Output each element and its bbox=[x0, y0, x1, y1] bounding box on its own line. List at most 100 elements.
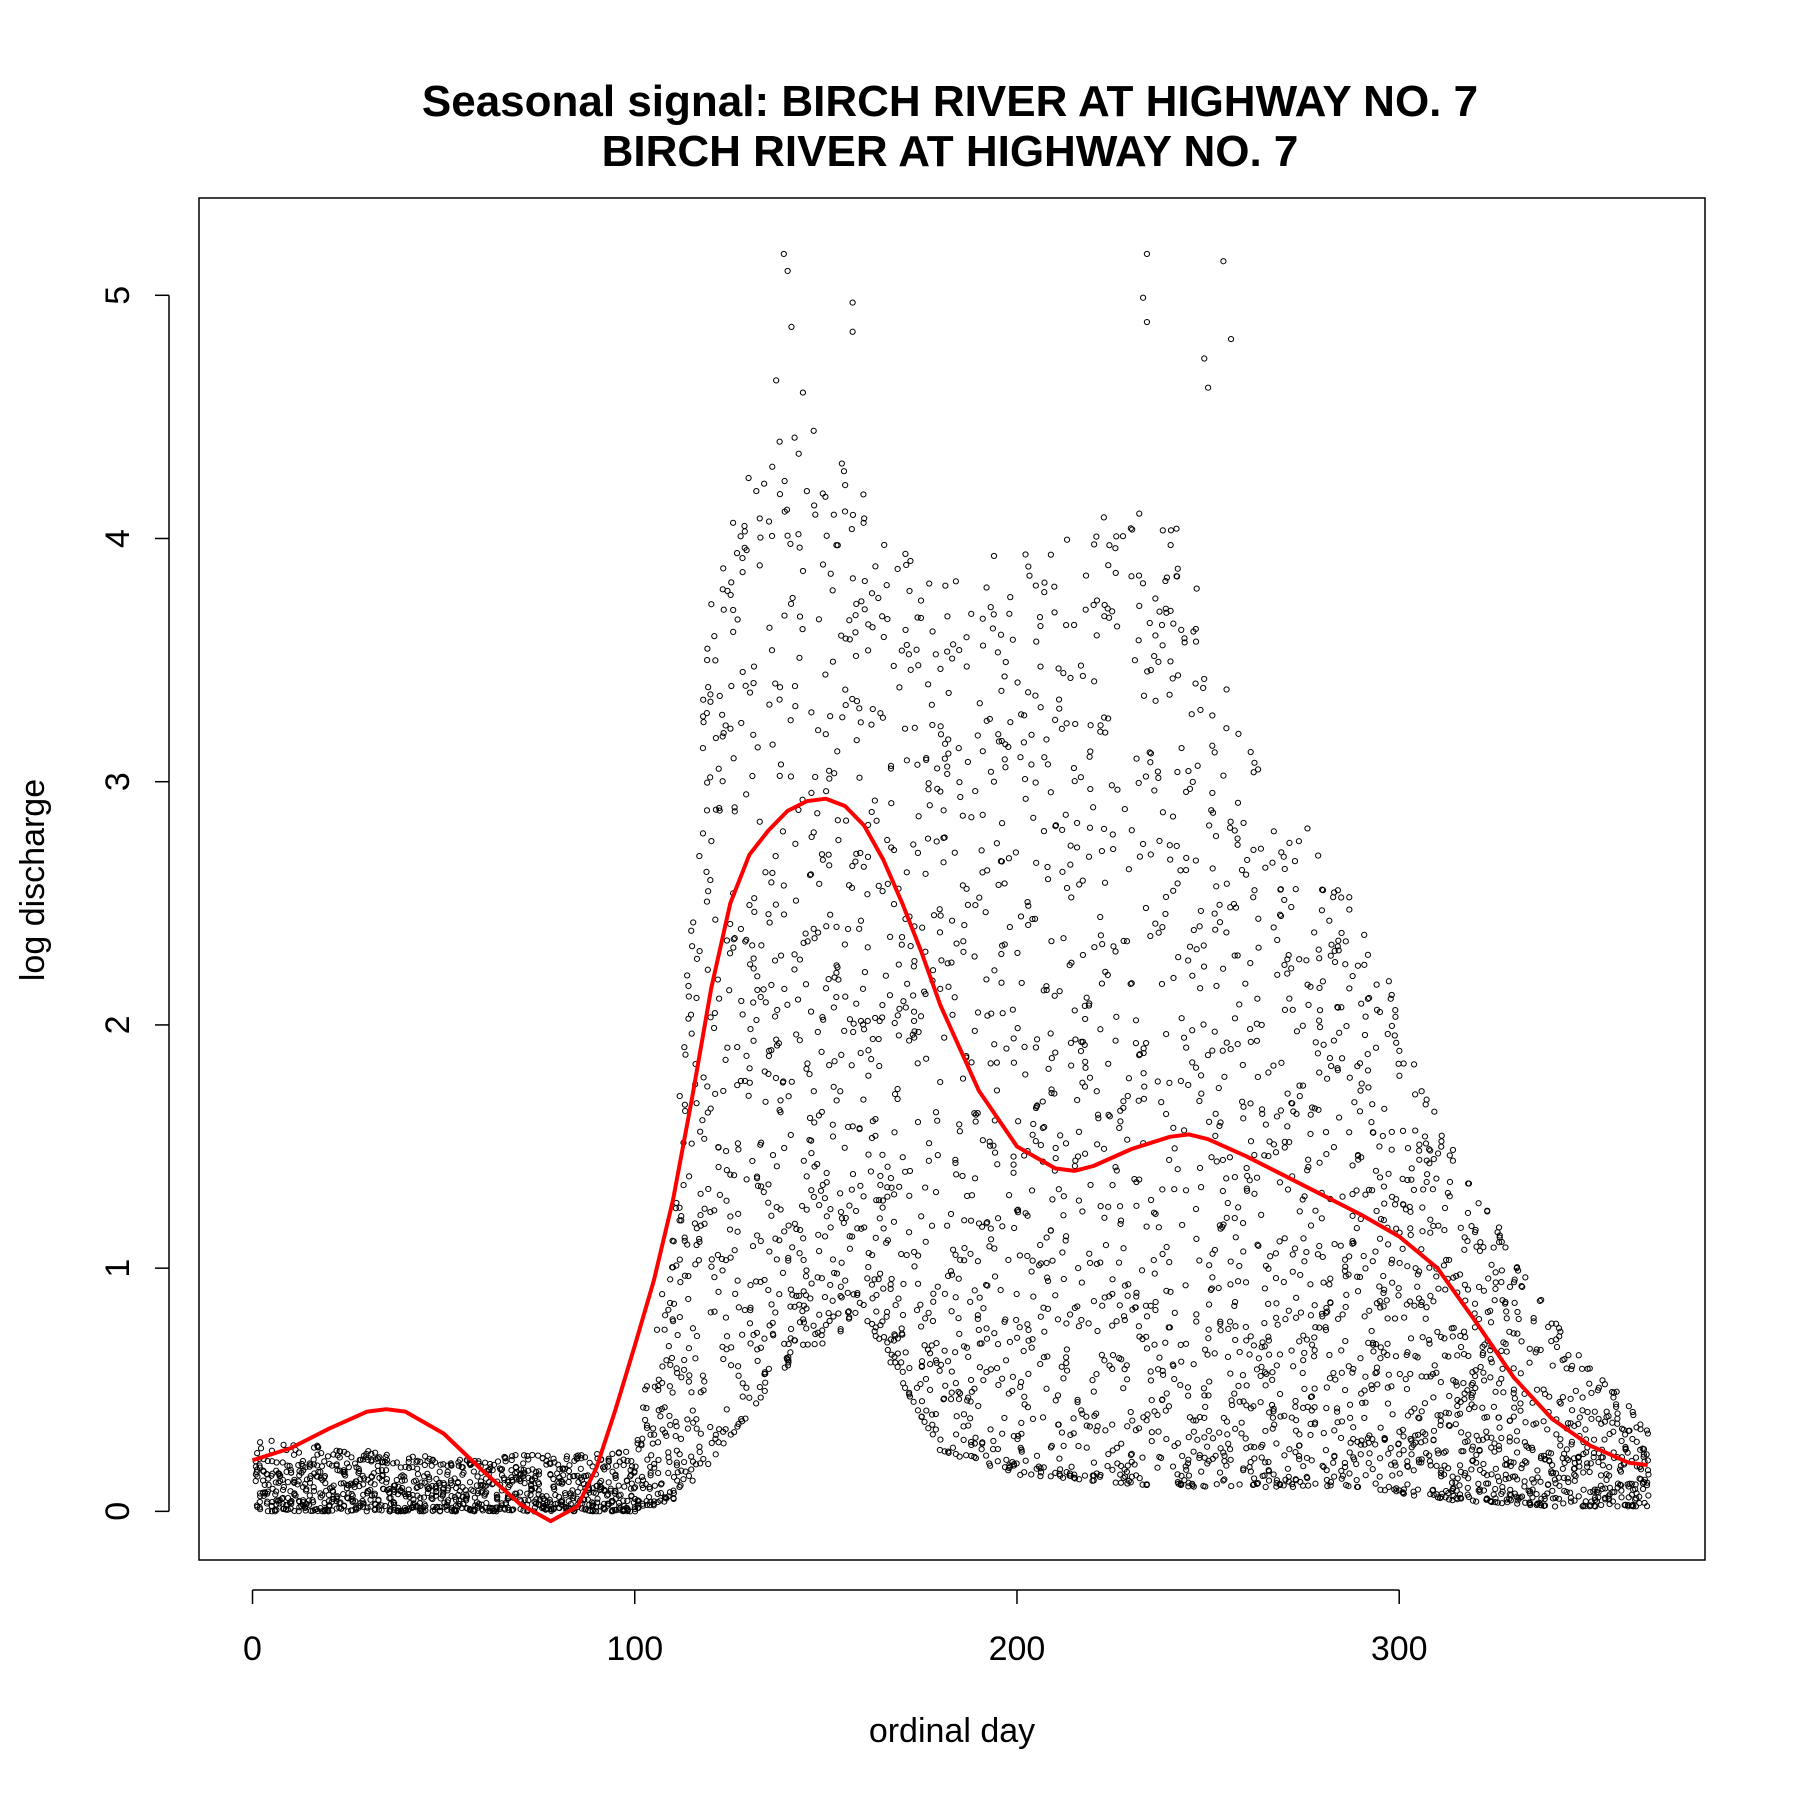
data-point bbox=[1347, 1414, 1354, 1421]
data-point bbox=[1221, 1452, 1228, 1459]
data-point bbox=[1559, 1394, 1567, 1401]
data-point bbox=[1410, 1186, 1418, 1193]
data-point bbox=[1071, 1162, 1079, 1170]
data-point bbox=[1188, 711, 1195, 718]
data-point bbox=[1618, 1494, 1625, 1501]
data-point bbox=[998, 737, 1005, 745]
data-point bbox=[1040, 1354, 1048, 1361]
data-point bbox=[1316, 1069, 1323, 1076]
data-point bbox=[1281, 961, 1288, 968]
data-point bbox=[1612, 1401, 1620, 1408]
data-point bbox=[1253, 1480, 1261, 1488]
data-point bbox=[1100, 1145, 1108, 1152]
data-point bbox=[1316, 1017, 1323, 1024]
data-point bbox=[853, 850, 860, 857]
data-point bbox=[932, 651, 939, 658]
data-point bbox=[1547, 1450, 1555, 1457]
data-point bbox=[1101, 601, 1108, 609]
data-point bbox=[860, 491, 867, 498]
data-point bbox=[849, 1123, 856, 1130]
data-point bbox=[1308, 1341, 1316, 1348]
data-point bbox=[1223, 1214, 1230, 1221]
data-point bbox=[772, 901, 779, 908]
data-point bbox=[1384, 1030, 1391, 1038]
data-point bbox=[891, 1331, 898, 1338]
data-point bbox=[914, 1252, 922, 1259]
data-point bbox=[833, 969, 840, 976]
data-point bbox=[852, 1309, 859, 1317]
data-point bbox=[1625, 1427, 1632, 1434]
data-point bbox=[1185, 957, 1192, 964]
data-point bbox=[791, 1337, 798, 1344]
data-point bbox=[1197, 1184, 1205, 1191]
data-point bbox=[1174, 880, 1181, 887]
data-point bbox=[340, 1480, 347, 1487]
data-point bbox=[925, 1425, 932, 1432]
data-point bbox=[1437, 1469, 1444, 1477]
data-point bbox=[1201, 1392, 1208, 1399]
data-point bbox=[1215, 1084, 1222, 1092]
data-point bbox=[319, 1492, 326, 1499]
data-point bbox=[1208, 1285, 1215, 1292]
data-point bbox=[715, 1163, 722, 1171]
data-point bbox=[1090, 1459, 1098, 1466]
data-point bbox=[838, 1294, 845, 1301]
data-point bbox=[310, 1487, 318, 1495]
data-point bbox=[1136, 1176, 1143, 1183]
data-point bbox=[1162, 1339, 1169, 1346]
data-point bbox=[1240, 1465, 1247, 1472]
data-point bbox=[447, 1477, 455, 1484]
data-point bbox=[1213, 1481, 1220, 1488]
data-point bbox=[1312, 1207, 1319, 1214]
data-point bbox=[1227, 1258, 1234, 1265]
data-point bbox=[1326, 1351, 1333, 1359]
data-point bbox=[1567, 1395, 1574, 1402]
data-point bbox=[1017, 754, 1024, 761]
data-point bbox=[848, 525, 855, 533]
data-point bbox=[1217, 1320, 1224, 1328]
data-point bbox=[1416, 1268, 1423, 1275]
data-point bbox=[1465, 1475, 1472, 1482]
data-point bbox=[849, 299, 856, 306]
data-point bbox=[968, 1192, 976, 1199]
data-point bbox=[1097, 722, 1104, 729]
data-point bbox=[765, 1070, 772, 1078]
data-point bbox=[956, 1453, 963, 1460]
data-point bbox=[647, 1469, 654, 1477]
data-point bbox=[1365, 1439, 1372, 1446]
data-point bbox=[803, 1065, 810, 1072]
data-point bbox=[558, 1497, 566, 1504]
data-point bbox=[761, 1369, 768, 1376]
data-point bbox=[1113, 533, 1120, 540]
data-point bbox=[804, 938, 811, 945]
data-point bbox=[1293, 1417, 1300, 1424]
data-point bbox=[739, 1393, 746, 1400]
data-point bbox=[712, 657, 719, 664]
data-point bbox=[1384, 1400, 1392, 1407]
data-point bbox=[1391, 1315, 1399, 1322]
data-point bbox=[1216, 919, 1224, 926]
data-point bbox=[1510, 1365, 1517, 1372]
data-point bbox=[1381, 1487, 1389, 1494]
data-point bbox=[1128, 980, 1135, 987]
data-point bbox=[894, 1095, 901, 1103]
data-point bbox=[470, 1468, 477, 1475]
data-point bbox=[739, 668, 746, 676]
data-point bbox=[1440, 1471, 1448, 1478]
data-point bbox=[1033, 638, 1040, 645]
data-point bbox=[1356, 1060, 1364, 1067]
data-point bbox=[1483, 1414, 1491, 1421]
data-point bbox=[738, 1415, 745, 1423]
data-point bbox=[1514, 1308, 1521, 1316]
data-point bbox=[781, 477, 788, 485]
data-point bbox=[1414, 1486, 1422, 1493]
data-point bbox=[1618, 1487, 1625, 1494]
data-point bbox=[1426, 1340, 1433, 1347]
data-point bbox=[1270, 1405, 1277, 1412]
data-point bbox=[963, 634, 970, 641]
data-point bbox=[940, 1396, 947, 1403]
data-point bbox=[1630, 1503, 1637, 1510]
data-point bbox=[256, 1462, 263, 1469]
data-point bbox=[1296, 1082, 1303, 1089]
data-point bbox=[814, 1274, 821, 1281]
